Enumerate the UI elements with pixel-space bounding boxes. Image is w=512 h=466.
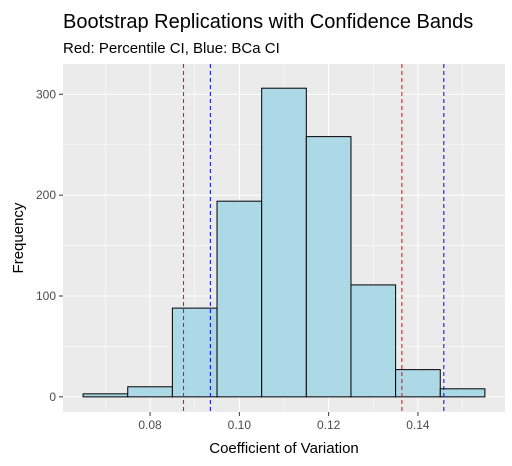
histogram-bar [127, 386, 173, 398]
y-axis-title: Frequency [10, 202, 27, 273]
chart-subtitle: Red: Percentile CI, Blue: BCa CI [63, 40, 280, 57]
histogram-bar [439, 388, 486, 398]
x-axis-title: Coefficient of Variation [209, 440, 359, 457]
histogram-bar [216, 200, 263, 398]
histogram-bar [171, 307, 218, 398]
histogram-bars [82, 87, 486, 398]
histogram-bar [261, 87, 307, 398]
x-tick-label: 0.10 [228, 418, 252, 432]
histogram-bar [305, 136, 352, 398]
y-tick-label: 200 [36, 188, 56, 202]
histogram-bar [395, 369, 441, 398]
chart-title: Bootstrap Replications with Confidence B… [63, 11, 473, 33]
y-tick-label: 100 [36, 289, 56, 303]
x-axis-ticks: 0.08 0.10 0.12 0.14 [138, 412, 430, 432]
y-axis-ticks: 0 100 200 300 [36, 87, 63, 404]
y-tick-label: 0 [49, 390, 56, 404]
ci-lines [183, 64, 445, 412]
x-tick-label: 0.12 [317, 418, 341, 432]
x-tick-label: 0.08 [138, 418, 162, 432]
y-tick-label: 300 [36, 87, 56, 101]
histogram-bar [82, 393, 129, 398]
histogram-bar [350, 284, 397, 398]
x-tick-label: 0.14 [406, 418, 430, 432]
